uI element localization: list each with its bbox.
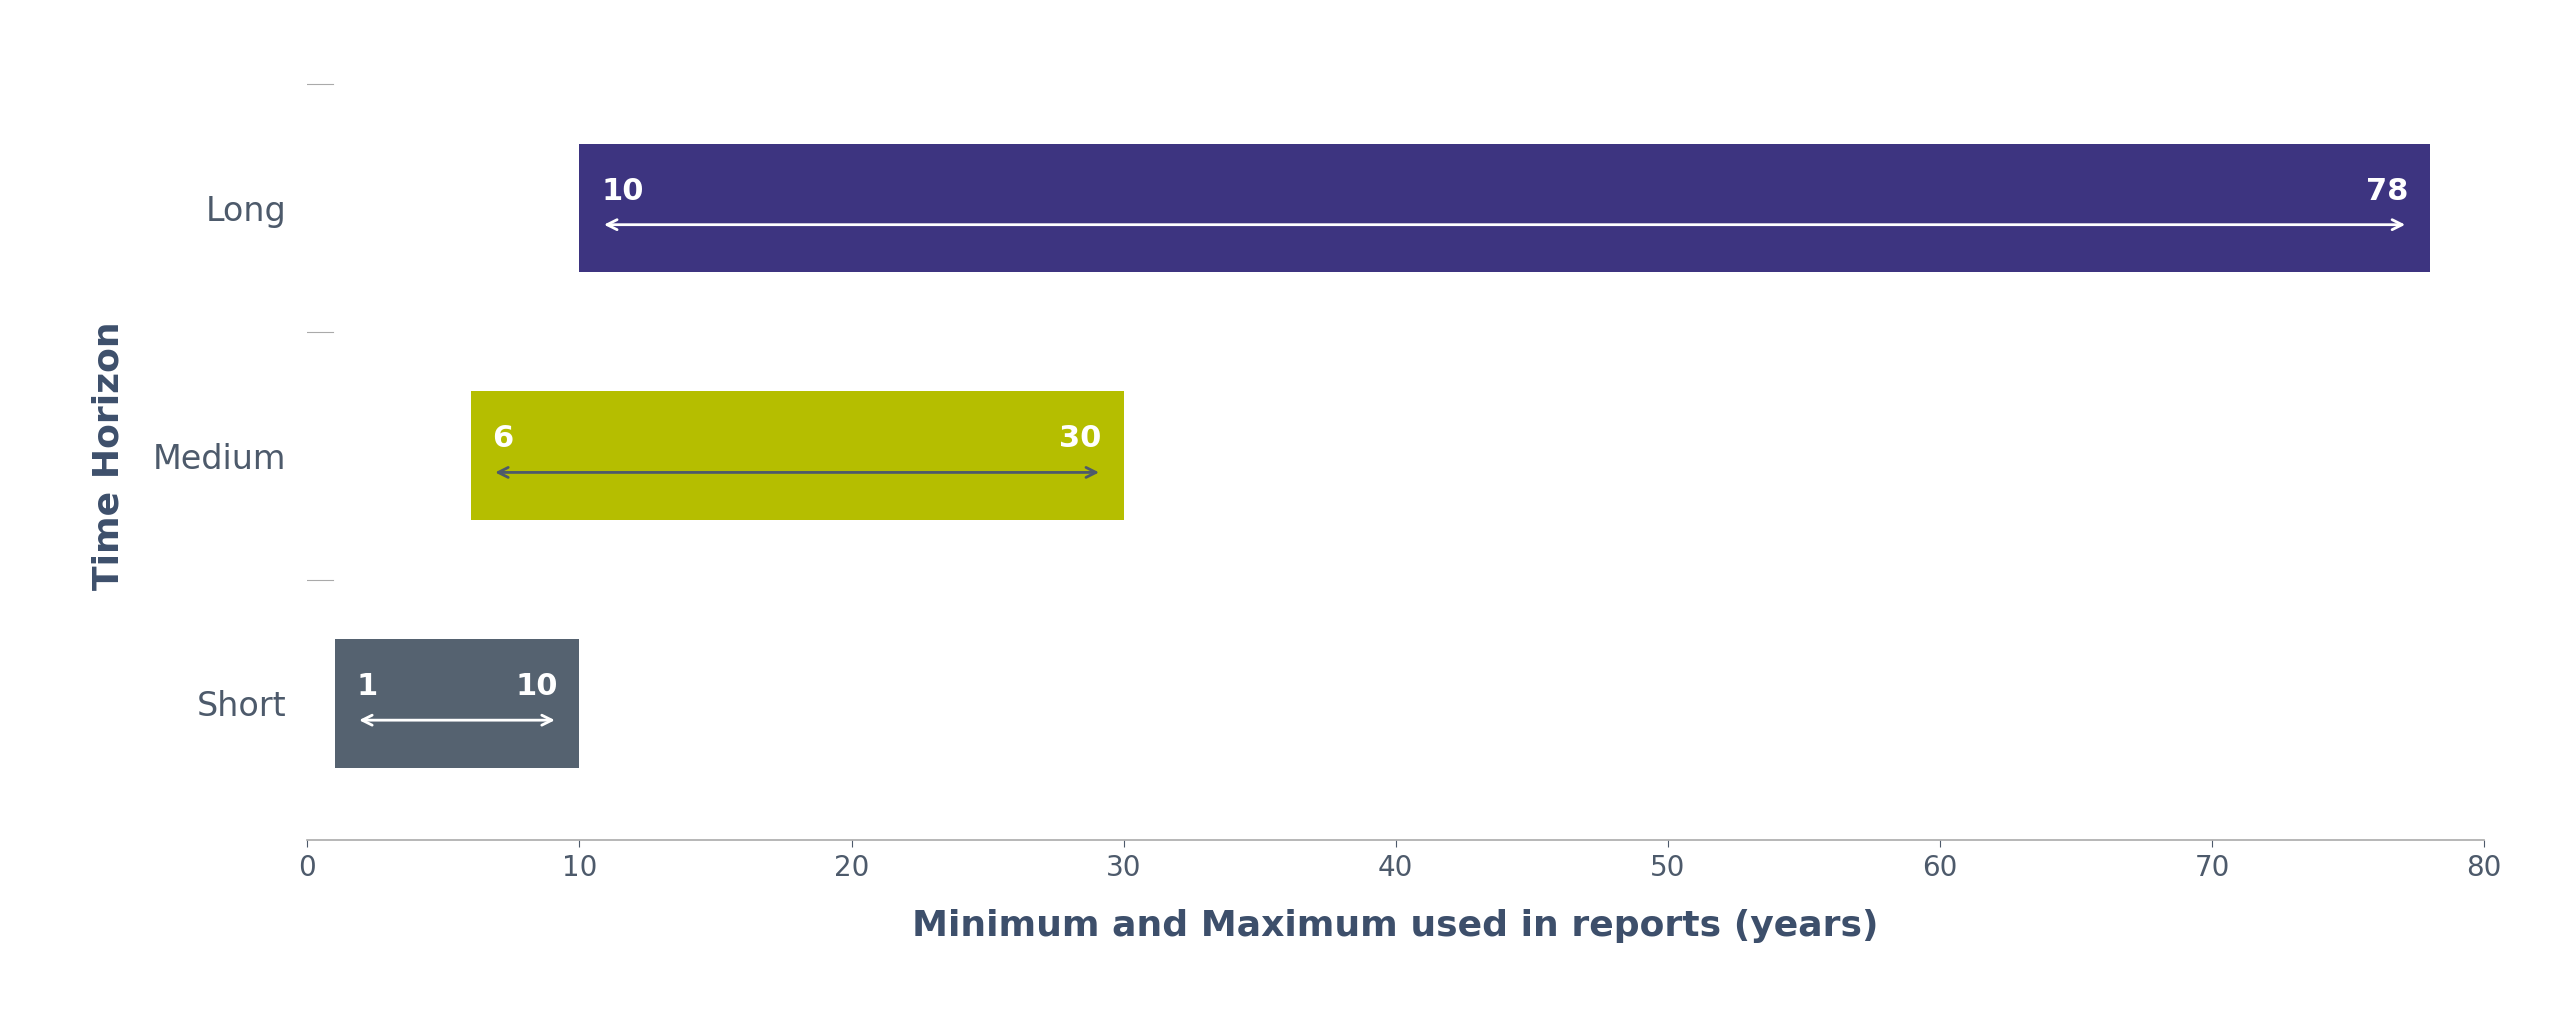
Text: 6: 6 xyxy=(492,424,515,454)
Text: 10: 10 xyxy=(515,672,558,701)
Text: 10: 10 xyxy=(602,177,643,206)
Text: 30: 30 xyxy=(1060,424,1101,454)
Text: 78: 78 xyxy=(2366,177,2407,206)
Bar xyxy=(335,639,579,768)
X-axis label: Minimum and Maximum used in reports (years): Minimum and Maximum used in reports (yea… xyxy=(912,909,1880,943)
Y-axis label: Time Horizon: Time Horizon xyxy=(92,322,125,590)
Bar xyxy=(579,143,2430,272)
Bar xyxy=(471,391,1124,520)
Text: 1: 1 xyxy=(356,672,376,701)
